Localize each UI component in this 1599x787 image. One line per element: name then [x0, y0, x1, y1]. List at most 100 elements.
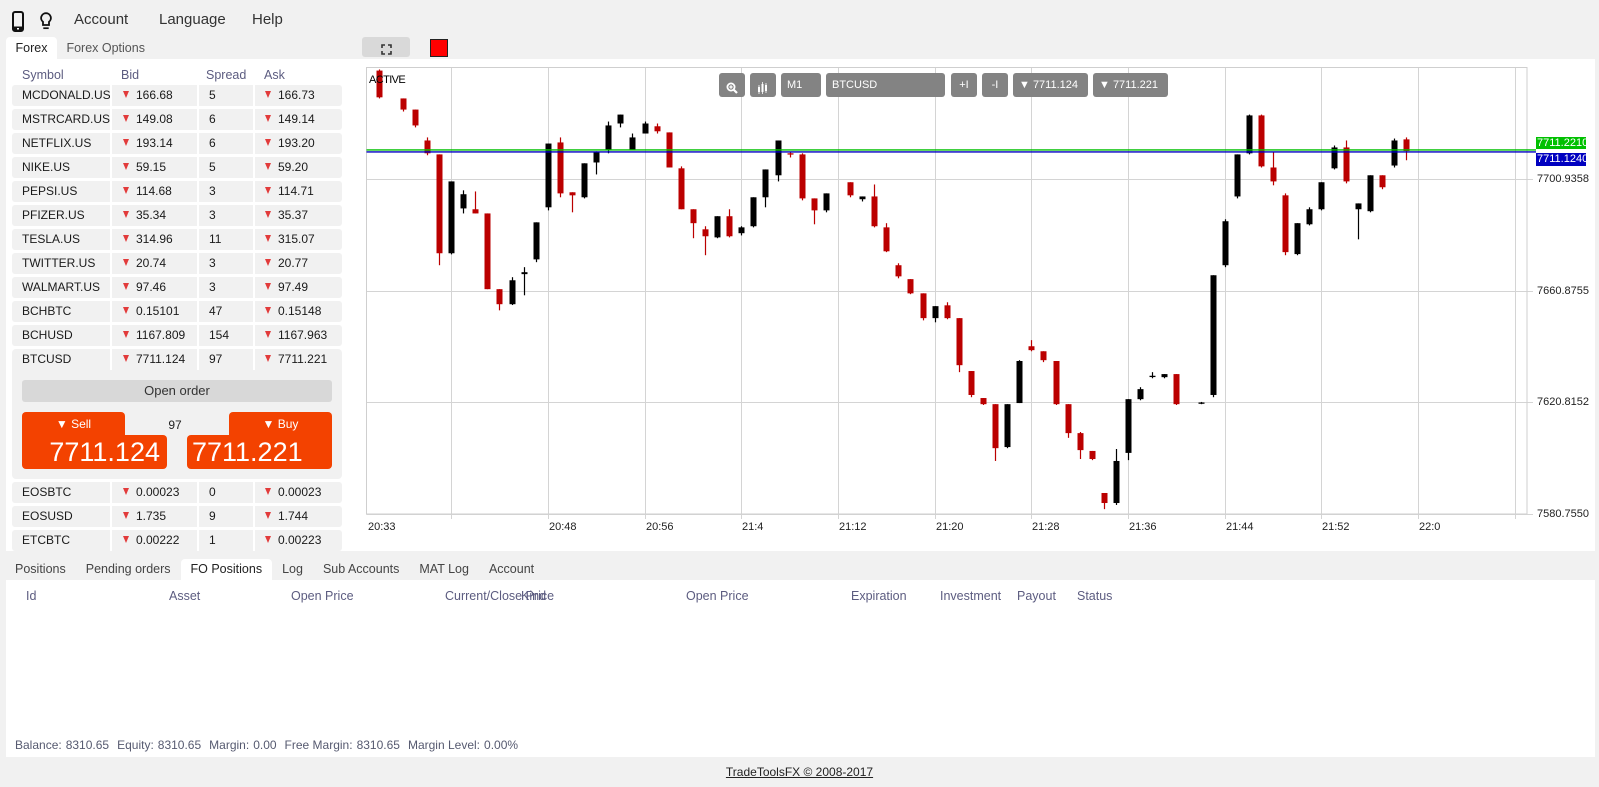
- candle-down[interactable]: [871, 196, 878, 227]
- candle-down[interactable]: [436, 154, 443, 254]
- candlestick-chart[interactable]: [352, 59, 1595, 551]
- timeframe-button[interactable]: M1: [781, 73, 821, 97]
- candle-down[interactable]: [376, 70, 383, 98]
- candle-down[interactable]: [956, 318, 963, 366]
- candle-up[interactable]: [509, 280, 516, 305]
- lightbulb-icon[interactable]: [40, 12, 52, 36]
- column-header-ask[interactable]: Ask: [264, 68, 285, 82]
- candle-up[interactable]: [738, 227, 745, 234]
- tab-forex[interactable]: Forex: [6, 37, 57, 59]
- candle-up[interactable]: [750, 197, 757, 227]
- candle-up[interactable]: [533, 222, 540, 260]
- bottom-tab[interactable]: Sub Accounts: [322, 562, 400, 576]
- open-order-button[interactable]: Open order: [22, 380, 332, 402]
- candle-up[interactable]: [762, 169, 769, 198]
- watchlist-row[interactable]: ETCBTC 0.00222 1 0.00223: [12, 530, 342, 551]
- watchlist-row[interactable]: NIKE.US 59.15 5 59.20: [12, 157, 342, 178]
- bottom-tab[interactable]: MAT Log: [419, 562, 469, 576]
- buy-button-label[interactable]: ▼ Buy: [229, 412, 332, 436]
- tab-forex-options[interactable]: Forex Options: [66, 41, 145, 55]
- candle-down[interactable]: [1282, 195, 1289, 253]
- candle-down[interactable]: [847, 182, 854, 196]
- candle-down[interactable]: [980, 398, 987, 405]
- candle-up[interactable]: [642, 123, 649, 134]
- table-column-header[interactable]: Investment: [940, 589, 1017, 604]
- candle-down[interactable]: [907, 279, 914, 294]
- watchlist-row[interactable]: PEPSI.US 114.68 3 114.71: [12, 181, 342, 202]
- watchlist-row[interactable]: TWITTER.US 20.74 3 20.77: [12, 253, 342, 274]
- candle-down[interactable]: [678, 168, 685, 210]
- bottom-tab[interactable]: Account: [488, 562, 535, 576]
- candle-down[interactable]: [1065, 404, 1072, 434]
- nav-help[interactable]: Help: [252, 11, 283, 28]
- column-header-bid[interactable]: Bid: [121, 68, 140, 82]
- candle-up[interactable]: [617, 114, 624, 124]
- watchlist-row[interactable]: NETFLIX.US 193.14 6 193.20: [12, 133, 342, 154]
- candle-down[interactable]: [484, 213, 491, 290]
- table-column-header[interactable]: Open Price: [291, 589, 445, 604]
- symbol-selector[interactable]: BTCUSD: [826, 73, 945, 97]
- candle-up[interactable]: [460, 194, 467, 209]
- table-column-header[interactable]: Payout: [1017, 589, 1077, 604]
- candle-up[interactable]: [1355, 203, 1362, 210]
- candle-up[interactable]: [1367, 175, 1374, 212]
- candle-up[interactable]: [1016, 361, 1023, 404]
- candle-up[interactable]: [1318, 182, 1325, 210]
- candle-up[interactable]: [823, 193, 830, 211]
- candle-down[interactable]: [400, 98, 407, 110]
- candle-down[interactable]: [799, 154, 806, 199]
- bottom-tab[interactable]: Positions: [15, 562, 66, 576]
- footer-link[interactable]: TradeToolsFX © 2008-2017: [725, 765, 874, 779]
- candle-down[interactable]: [920, 293, 927, 319]
- candle-down[interactable]: [472, 209, 479, 214]
- phone-icon[interactable]: [12, 11, 24, 37]
- watchlist-row[interactable]: EOSUSD 1.735 9 1.744: [12, 506, 342, 527]
- candle-down[interactable]: [968, 371, 975, 395]
- candle-down[interactable]: [1053, 361, 1060, 405]
- watchlist-row[interactable]: MSTRCARD.US 149.08 6 149.14: [12, 109, 342, 130]
- table-column-header[interactable]: Id: [26, 589, 169, 604]
- nav-language[interactable]: Language: [159, 11, 226, 28]
- bottom-tab[interactable]: Pending orders: [85, 562, 171, 576]
- candle-down[interactable]: [1089, 450, 1096, 460]
- candle-down[interactable]: [1077, 433, 1084, 451]
- candle-up[interactable]: [1161, 374, 1168, 378]
- candle-down[interactable]: [944, 305, 951, 319]
- table-column-header[interactable]: Status: [1077, 589, 1112, 604]
- watchlist-row[interactable]: TESLA.US 314.96 11 315.07: [12, 229, 342, 250]
- candle-up[interactable]: [1294, 223, 1301, 255]
- candle-up[interactable]: [1004, 404, 1011, 448]
- candle-down[interactable]: [726, 216, 733, 237]
- candle-up[interactable]: [714, 216, 721, 238]
- candle-up[interactable]: [775, 140, 782, 176]
- candle-down[interactable]: [992, 404, 999, 449]
- buy-button[interactable]: 7711.221: [187, 435, 332, 469]
- candle-down[interactable]: [1040, 351, 1047, 361]
- candle-up[interactable]: [932, 306, 939, 319]
- column-header-symbol[interactable]: Symbol: [22, 68, 64, 82]
- decrease-lot-button[interactable]: -I: [982, 73, 1008, 97]
- candle-up[interactable]: [605, 125, 612, 151]
- watchlist-row-selected[interactable]: BTCUSD 7711.124 97 7711.221: [12, 349, 342, 370]
- candle-up[interactable]: [1246, 115, 1253, 154]
- candle-up[interactable]: [545, 143, 552, 208]
- table-column-header[interactable]: Kind: [521, 589, 686, 604]
- candle-up[interactable]: [593, 152, 600, 163]
- increase-lot-button[interactable]: +I: [951, 73, 977, 97]
- candle-up[interactable]: [1137, 389, 1144, 400]
- candle-down[interactable]: [895, 265, 902, 277]
- sell-button-label[interactable]: ▼ Sell: [22, 412, 125, 436]
- column-header-spread[interactable]: Spread: [206, 68, 247, 82]
- candle-up[interactable]: [1331, 147, 1338, 169]
- table-column-header[interactable]: Open Price: [686, 589, 851, 604]
- watchlist-row[interactable]: BCHUSD 1167.809 154 1167.963: [12, 325, 342, 346]
- candle-up[interactable]: [1391, 140, 1398, 166]
- candle-down[interactable]: [557, 142, 564, 194]
- sell-button[interactable]: 7711.124: [22, 435, 167, 469]
- watchlist-row[interactable]: MCDONALD.US 166.68 5 166.73: [12, 85, 342, 106]
- candle-up[interactable]: [581, 163, 588, 198]
- watchlist-row[interactable]: PFIZER.US 35.34 3 35.37: [12, 205, 342, 226]
- candle-up[interactable]: [1198, 402, 1205, 404]
- candle-up[interactable]: [859, 196, 866, 200]
- candle-down[interactable]: [883, 227, 890, 252]
